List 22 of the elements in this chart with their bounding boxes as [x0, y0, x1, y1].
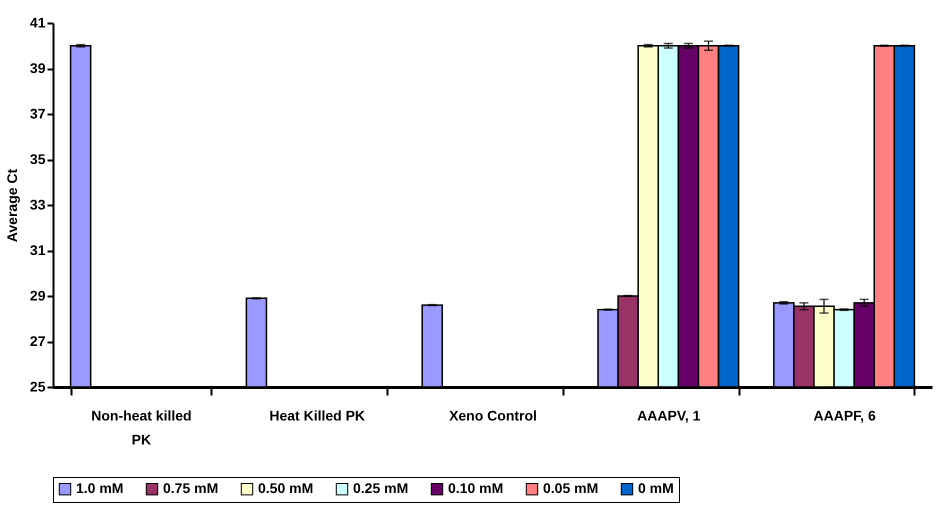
- y-tick-label: 37: [30, 106, 46, 122]
- x-tick-label: AAAPF, 6: [813, 408, 876, 424]
- y-tick-label: 27: [30, 333, 46, 349]
- y-tick-label: 29: [30, 288, 46, 304]
- y-tick-label: 35: [30, 151, 46, 167]
- x-tick-label: Heat Killed PK: [269, 408, 366, 424]
- legend-label: 0 mM: [638, 480, 674, 496]
- legend-label: 0.50 mM: [258, 480, 314, 496]
- legend-label: 0.25 mM: [353, 480, 408, 496]
- legend-label: 0.75 mM: [163, 480, 218, 496]
- legend-label: 1.0 mM: [76, 480, 124, 496]
- legend-label: 0.05 mM: [543, 480, 598, 496]
- y-tick-label: 31: [30, 242, 46, 258]
- y-axis-title: Average Ct: [4, 168, 20, 242]
- x-tick-label: Xeno Control: [449, 408, 537, 424]
- x-tick-label: AAAPV, 1: [637, 408, 701, 424]
- y-tick-label: 41: [30, 14, 46, 30]
- x-tick-label: Non-heat killed PK: [91, 408, 192, 448]
- y-tick-label: 39: [30, 60, 46, 76]
- y-tick-label: 25: [30, 378, 46, 394]
- legend-label: 0.10 mM: [448, 480, 504, 496]
- y-tick-label: 33: [30, 196, 46, 212]
